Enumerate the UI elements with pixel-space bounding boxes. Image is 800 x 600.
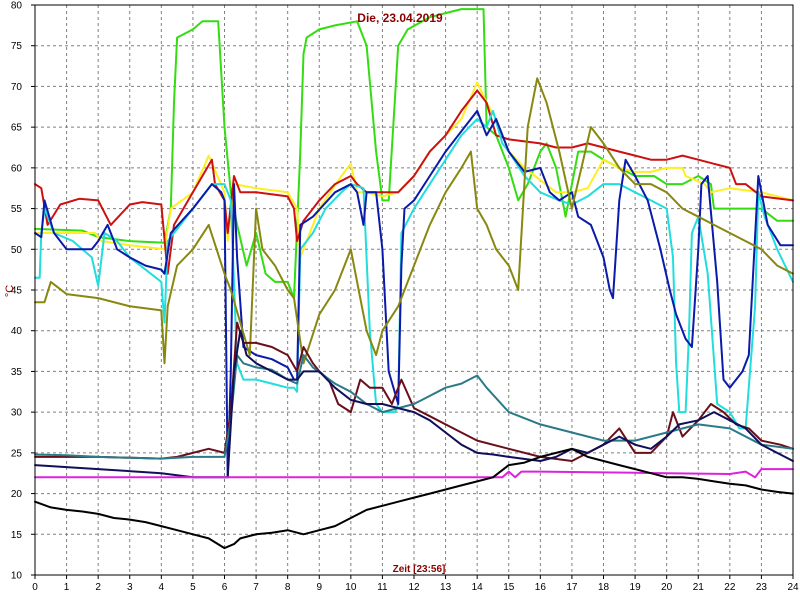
series-line-6 <box>34 77 794 365</box>
tick-labels: 0 1 2 3 4 5 6 7 8 9 10 11 12 13 14 15 16 17 18 19 20 21 22 23 24… <box>11 1 799 594</box>
y-tick-label: 35 <box>11 367 23 378</box>
x-tick-label: 4 <box>159 582 165 593</box>
x-tick-label: 16 <box>535 582 547 593</box>
x-tick-label: 0 <box>32 582 38 593</box>
x-tick-label: 9 <box>316 582 322 593</box>
x-tick-label: 21 <box>693 582 705 593</box>
x-tick-label: 12 <box>408 582 420 593</box>
x-tick-label: 23 <box>756 582 768 593</box>
x-tick-label: 13 <box>440 582 452 593</box>
series-line-7 <box>34 321 794 462</box>
x-tick-label: 17 <box>566 582 578 593</box>
y-tick-label: 50 <box>11 245 23 256</box>
x-tick-label: 6 <box>222 582 228 593</box>
y-tick-label: 55 <box>11 204 23 215</box>
y-tick-label: 65 <box>11 123 23 134</box>
y-tick-label: 20 <box>11 489 23 500</box>
x-axis-label: Zeit [23:56] <box>393 564 446 575</box>
y-tick-label: 45 <box>11 286 23 297</box>
x-tick-label: 19 <box>630 582 642 593</box>
y-tick-label: 60 <box>11 163 23 174</box>
series-line-5 <box>34 109 794 479</box>
x-tick-label: 1 <box>64 582 70 593</box>
series-line-11 <box>34 447 794 550</box>
x-tick-label: 15 <box>503 582 515 593</box>
y-axis-label: °C <box>4 285 16 297</box>
y-tick-label: 15 <box>11 530 23 541</box>
series-lines <box>34 8 794 550</box>
y-tick-label: 30 <box>11 408 23 419</box>
x-tick-label: 3 <box>127 582 133 593</box>
x-tick-label: 14 <box>472 582 484 593</box>
y-tick-label: 80 <box>11 1 23 12</box>
x-tick-label: 10 <box>345 582 357 593</box>
chart-title: Die, 23.04.2019 <box>357 11 443 25</box>
x-tick-label: 24 <box>787 582 799 593</box>
y-tick-label: 25 <box>11 448 23 459</box>
y-tick-label: 40 <box>11 326 23 337</box>
x-tick-label: 2 <box>95 582 101 593</box>
x-tick-label: 11 <box>377 582 388 593</box>
y-tick-label: 75 <box>11 41 23 52</box>
y-tick-label: 10 <box>11 571 23 582</box>
series-line-9 <box>34 329 794 479</box>
x-tick-label: 20 <box>661 582 673 593</box>
x-tick-label: 7 <box>253 582 259 593</box>
x-tick-label: 8 <box>285 582 291 593</box>
x-tick-label: 18 <box>598 582 610 593</box>
y-tick-label: 70 <box>11 82 23 93</box>
x-tick-label: 5 <box>190 582 196 593</box>
x-tick-label: 22 <box>724 582 736 593</box>
series-line-10 <box>34 468 794 479</box>
